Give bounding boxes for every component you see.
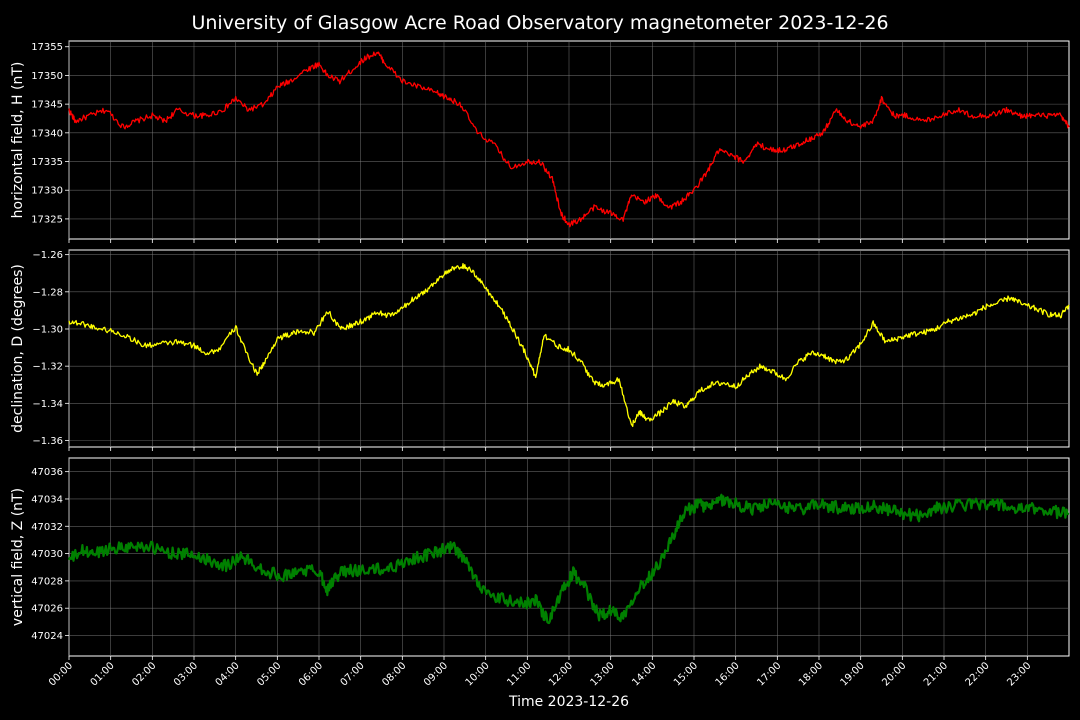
chart-title: University of Glasgow Acre Road Observat… [191,12,888,34]
y-tick-label: 17340 [31,128,63,139]
x-tick-label: 11:00 [505,660,533,688]
y-tick-label: 17330 [31,186,63,197]
y-tick-label: 47036 [31,467,63,478]
series-line [68,262,1070,428]
y-tick-label: −1.32 [32,362,63,373]
x-tick-label: 00:00 [47,660,75,688]
x-tick-label: 21:00 [922,660,950,688]
y-tick-label: 47028 [31,576,63,587]
x-tick-label: 18:00 [797,660,825,688]
x-tick-label: 23:00 [1005,660,1033,688]
x-tick-label: 02:00 [130,660,158,688]
y-tick-label: 17345 [31,100,63,111]
y-tick-label: −1.34 [32,399,63,410]
y-tick-label: 17335 [31,157,63,168]
x-tick-label: 01:00 [89,660,117,688]
x-tick-label: 10:00 [464,660,492,688]
panel-3: 47024 47026 47028 47030 47032 47034 47036 verti… [10,457,1070,660]
series-line [67,493,1070,625]
y-tick-label: −1.28 [32,287,63,298]
y-axis-label: declination, D (degrees) [10,264,26,433]
x-tick-label: 12:00 [547,660,575,688]
x-tick-label: 07:00 [339,660,367,688]
y-tick-label: 17350 [31,71,63,82]
panel-1: 17325 17330 17335 17340 17345 17350 17355 horiz… [10,40,1070,243]
x-tick-label: 14:00 [630,660,658,688]
y-axis-label: vertical field, Z (nT) [10,488,26,626]
x-tick-label: 22:00 [964,660,992,688]
panel-2: −1.36 −1.34 −1.32 −1.30 −1.28 −1.26 declinatio… [10,249,1070,451]
chart-panels: 17325 17330 17335 17340 17345 17350 17355 horiz… [10,40,1070,689]
x-tick-label: 04:00 [214,660,242,688]
y-tick-label: 17355 [31,42,63,53]
y-tick-label: 47034 [31,494,63,505]
x-tick-label: 15:00 [672,660,700,688]
x-tick-label: 19:00 [839,660,867,688]
y-tick-label: 47024 [31,631,63,642]
x-tick-label: 09:00 [422,660,450,688]
y-tick-label: −1.30 [32,324,63,335]
x-tick-label: 03:00 [172,660,200,688]
y-tick-label: 47032 [31,522,63,533]
x-tick-label: 20:00 [880,660,908,688]
x-tick-label: 17:00 [755,660,783,688]
x-tick-label: 16:00 [714,660,742,688]
y-axis-label: horizontal field, H (nT) [10,62,26,219]
x-tick-label: 13:00 [589,660,617,688]
series-line [68,51,1070,228]
y-tick-label: 47026 [31,604,63,615]
x-tick-label: 05:00 [255,660,283,688]
x-tick-label: 06:00 [297,660,325,688]
x-axis-label: Time 2023-12-26 [508,694,629,710]
y-tick-label: 47030 [31,549,63,560]
y-tick-label: 17325 [31,214,63,225]
y-tick-label: −1.36 [32,436,63,447]
y-tick-label: −1.26 [32,250,63,261]
x-tick-label: 08:00 [380,660,408,688]
